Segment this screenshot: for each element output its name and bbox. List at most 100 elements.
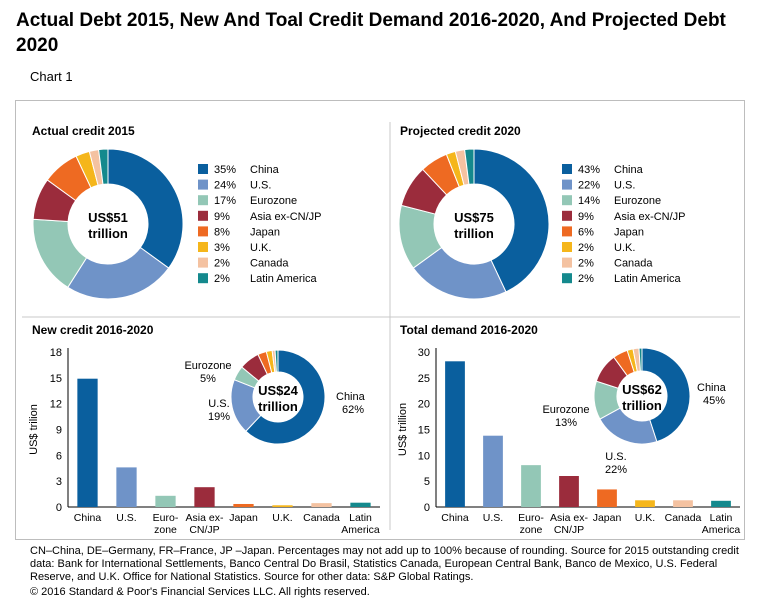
new-credit-x-label-0: China xyxy=(74,512,102,524)
new-credit-bar-3 xyxy=(194,487,215,507)
new-credit-callout-china-value: 62% xyxy=(342,404,364,416)
actual-credit-legend-label-4: Japan xyxy=(250,226,280,238)
footnote: CN–China, DE–Germany, FR–France, JP –Jap… xyxy=(30,545,739,583)
actual-credit-legend-value-4: 8% xyxy=(214,226,230,238)
new-credit-y-tick-4: 12 xyxy=(50,399,62,411)
total-demand-bar-4 xyxy=(597,489,617,507)
projected-credit-legend-swatch-4 xyxy=(562,226,572,237)
actual-credit-center-unit: trillion xyxy=(88,226,128,241)
total-demand-callout-eurozone: Eurozone xyxy=(542,404,589,416)
new-credit-callout-eurozone-value: 5% xyxy=(200,373,216,385)
projected-credit-legend-label-6: Canada xyxy=(614,258,653,270)
actual-credit-legend-swatch-2 xyxy=(198,195,208,206)
actual-credit-legend-swatch-1 xyxy=(198,179,208,190)
total-demand-bar-1 xyxy=(483,435,503,507)
total-demand-bar-5 xyxy=(635,500,655,507)
total-demand-bar-0 xyxy=(445,361,465,507)
total-demand-y-tick-4: 20 xyxy=(418,399,430,411)
projected-credit-legend-value-2: 14% xyxy=(578,195,600,207)
new-credit-inset-slice-0 xyxy=(245,349,326,445)
projected-credit-legend-value-0: 43% xyxy=(578,164,600,176)
total-demand-x-label-5: U.K. xyxy=(635,512,655,524)
total-demand-y-tick-2: 10 xyxy=(418,450,430,462)
new-credit-bar-0 xyxy=(77,378,98,507)
total-demand-bar-2 xyxy=(521,465,541,507)
actual-credit-legend-value-2: 17% xyxy=(214,195,236,207)
projected-credit-title: Projected credit 2020 xyxy=(400,124,521,138)
total-demand-y-tick-1: 5 xyxy=(424,476,430,488)
actual-credit-slice-0 xyxy=(107,148,184,269)
projected-credit-legend-value-7: 2% xyxy=(578,273,594,285)
new-credit-x-label-2: Euro- xyxy=(153,512,179,524)
figure-subtitle: Chart 1 xyxy=(30,69,73,84)
new-credit-y-tick-1: 3 xyxy=(56,476,62,488)
projected-credit-legend-value-6: 2% xyxy=(578,258,594,270)
total-demand-bar-chart: Total demand 2016-2020 0 5 10 15 20 25 30 US$ tr… xyxy=(397,323,740,536)
actual-credit-title: Actual credit 2015 xyxy=(32,124,135,138)
total-demand-title: Total demand 2016-2020 xyxy=(400,323,538,337)
total-demand-x-label-7: Latin xyxy=(710,512,733,524)
new-credit-y-tick-2: 6 xyxy=(56,450,62,462)
new-credit-bar-1 xyxy=(116,467,137,507)
actual-credit-slice-7 xyxy=(98,148,109,185)
projected-credit-legend-swatch-1 xyxy=(562,179,572,190)
actual-credit-legend-swatch-7 xyxy=(198,273,208,284)
new-credit-inset-center-unit: trillion xyxy=(258,399,298,414)
total-demand-callout-eurozone-value: 13% xyxy=(555,417,577,429)
projected-credit-legend-swatch-6 xyxy=(562,257,572,268)
new-credit-y-tick-5: 15 xyxy=(50,373,62,385)
chart-frame xyxy=(15,100,745,540)
new-credit-x-label-7: Latin xyxy=(349,512,372,524)
total-demand-inset-slice-0 xyxy=(641,347,691,443)
new-credit-callout-eurozone: Eurozone xyxy=(184,360,231,372)
actual-credit-legend-label-3: Asia ex-CN/JP xyxy=(250,211,322,223)
actual-credit-legend: 35% China 24% U.S. 17% Eurozone 9% Asia ex-CN/J… xyxy=(198,164,322,285)
actual-credit-center-amount: US$51 xyxy=(88,210,128,225)
projected-credit-slice-7 xyxy=(464,148,475,185)
new-credit-y-tick-6: 18 xyxy=(50,347,62,359)
projected-credit-legend-label-5: U.K. xyxy=(614,242,635,254)
total-demand-x-label-3-line-1: CN/JP xyxy=(554,524,584,536)
new-credit-x-label-7-line-1: America xyxy=(341,524,380,536)
projected-credit-legend-label-1: U.S. xyxy=(614,180,635,192)
projected-credit-legend-label-3: Asia ex-CN/JP xyxy=(614,211,686,223)
actual-credit-legend-label-2: Eurozone xyxy=(250,195,297,207)
projected-credit-legend-swatch-0 xyxy=(562,164,572,174)
total-demand-y-tick-0: 0 xyxy=(424,502,430,514)
actual-credit-legend-label-6: Canada xyxy=(250,258,289,270)
new-credit-callout-us-value: 19% xyxy=(208,411,230,423)
new-credit-x-label-6: Canada xyxy=(303,512,340,524)
projected-credit-legend-label-7: Latin America xyxy=(614,273,682,285)
total-demand-callout-us-value: 22% xyxy=(605,464,627,476)
actual-credit-legend-value-6: 2% xyxy=(214,258,230,270)
actual-credit-legend-label-0: China xyxy=(250,164,280,176)
total-demand-x-label-0: China xyxy=(441,512,469,524)
new-credit-bar-5 xyxy=(272,505,293,507)
total-demand-x-label-6: Canada xyxy=(665,512,702,524)
total-demand-inset-slice-7 xyxy=(638,347,643,372)
new-credit-y-tick-3: 9 xyxy=(56,425,62,437)
actual-credit-legend-swatch-5 xyxy=(198,242,208,252)
new-credit-bar-7 xyxy=(350,502,371,507)
new-credit-bar-chart: New credit 2016-2020 0 3 6 9 12 15 18 US$ trilio… xyxy=(28,323,380,536)
projected-credit-legend-label-0: China xyxy=(614,164,644,176)
projected-credit-legend-label-2: Eurozone xyxy=(614,195,661,207)
new-credit-title: New credit 2016-2020 xyxy=(32,323,154,337)
actual-credit-legend-value-7: 2% xyxy=(214,273,230,285)
new-credit-y-label: US$ trilion xyxy=(28,404,40,455)
total-demand-inset-center-amount: US$62 xyxy=(622,382,662,397)
actual-credit-legend-value-5: 3% xyxy=(214,242,230,254)
projected-credit-legend-value-1: 22% xyxy=(578,180,600,192)
new-credit-callout-us: U.S. xyxy=(208,398,229,410)
actual-credit-legend-swatch-3 xyxy=(198,210,208,221)
total-demand-bar-7 xyxy=(711,500,731,507)
total-demand-x-label-1: U.S. xyxy=(483,512,503,524)
new-credit-inset-center-amount: US$24 xyxy=(258,383,299,398)
actual-credit-legend-swatch-0 xyxy=(198,164,208,174)
total-demand-y-tick-5: 25 xyxy=(418,373,430,385)
